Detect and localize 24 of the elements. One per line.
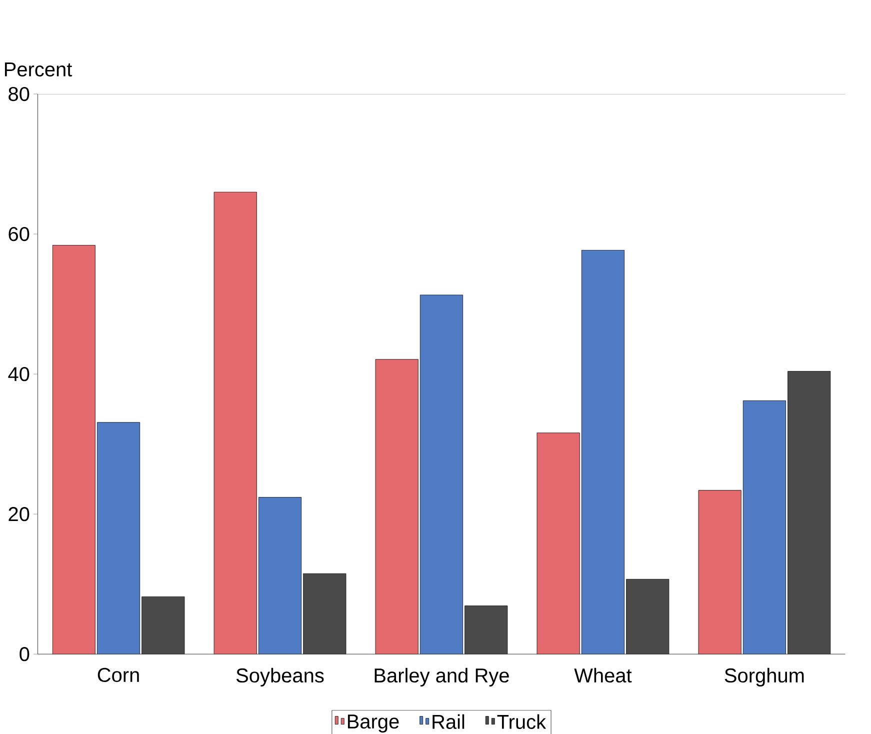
bar: [376, 359, 418, 654]
bar: [303, 573, 346, 654]
y-tick-label: 0: [20, 646, 30, 661]
legend-label: Truck: [497, 714, 546, 729]
y-tick-label: 80: [8, 86, 30, 101]
legend-label: Rail: [432, 714, 464, 729]
x-tick-label: Barley and Rye: [374, 668, 509, 686]
y-tick-label: 60: [8, 226, 30, 241]
bar: [464, 606, 508, 654]
bar: [537, 432, 580, 654]
y-tick-label: 20: [8, 506, 30, 521]
x-tick-label: Sorghum: [724, 668, 804, 686]
legend-label: Barge: [348, 714, 399, 732]
bar: [788, 370, 831, 654]
y-axis-title: Percent: [4, 62, 72, 76]
bar: [698, 490, 742, 654]
x-tick-label: Wheat: [574, 668, 632, 682]
bar: [142, 596, 184, 654]
bar: [214, 192, 257, 654]
bar: [52, 245, 96, 654]
x-tick-label: Corn: [98, 668, 139, 682]
bar: [626, 578, 669, 654]
y-tick-label: 40: [8, 366, 30, 381]
x-tick-label: Soybeans: [236, 668, 324, 686]
